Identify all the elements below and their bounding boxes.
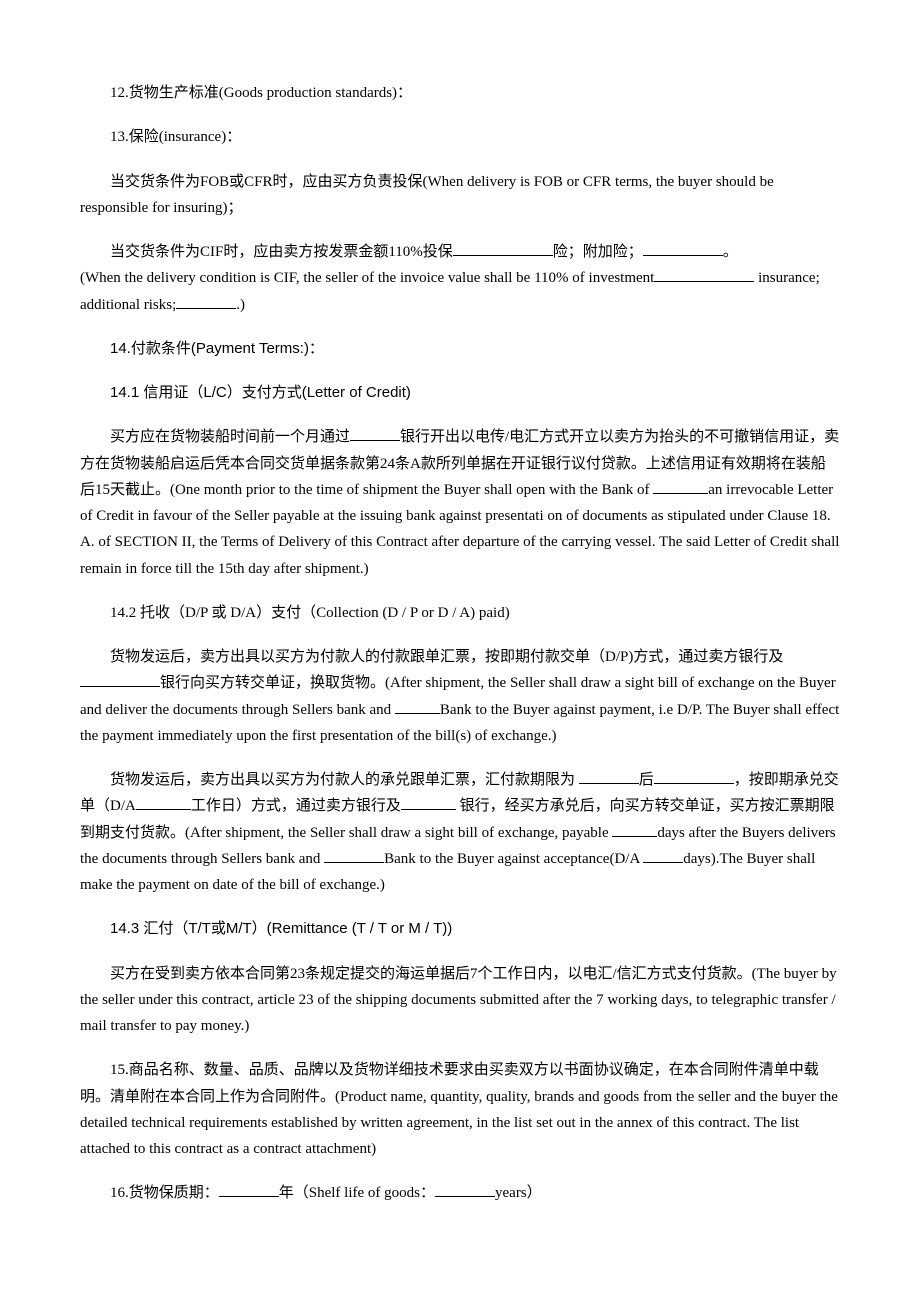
blank-bank-da-cn[interactable] — [401, 809, 456, 810]
contract-page: 12.货物生产标准(Goods production standards)： 1… — [0, 0, 920, 1302]
blank-shelf-years-cn[interactable] — [219, 1196, 279, 1197]
s14-2-p1-a: 货物发运后，卖方出具以买方为付款人的付款跟单汇票，按即期付款交单（D/P)方式，… — [110, 649, 783, 665]
section-14-2-p1: 货物发运后，卖方出具以买方为付款人的付款跟单汇票，按即期付款交单（D/P)方式，… — [80, 644, 840, 749]
blank-bank-da-en[interactable] — [324, 862, 384, 863]
blank-period-2[interactable] — [654, 783, 734, 784]
section-16: 16.货物保质期： 年（Shelf life of goods： years） — [80, 1180, 840, 1206]
section-12-title: 12.货物生产标准(Goods production standards)： — [80, 80, 840, 106]
s14-3-text: 买方在受到卖方依本合同第23条规定提交的海运单据后7个工作日内，以电汇/信汇方式… — [80, 966, 837, 1035]
blank-bank-dp-cn[interactable] — [80, 686, 160, 687]
blank-payable-days[interactable] — [612, 836, 657, 837]
section-13-title: 13.保险(insurance)： — [80, 124, 840, 150]
s13-p2c: 。 — [723, 244, 738, 260]
blank-da-days-cn[interactable] — [136, 809, 191, 810]
section-14-title: 14.付款条件(Payment Terms:)： — [80, 336, 840, 362]
s16-b: 年（Shelf life of goods： — [279, 1185, 435, 1201]
s14-2-p2-b: 后 — [639, 772, 654, 788]
blank-bank-cn[interactable] — [350, 440, 400, 441]
blank-investment[interactable] — [654, 281, 754, 282]
section-14-1-title: 14.1 信用证（L/C）支付方式(Letter of Credit) — [80, 380, 840, 406]
blank-insurance-type[interactable] — [453, 255, 553, 256]
s16-c: years） — [495, 1185, 542, 1201]
s13-p2a: 当交货条件为CIF时，应由卖方按发票金额110%投保 — [110, 244, 453, 260]
s16-a: 16.货物保质期： — [110, 1185, 219, 1201]
section-14-2-p2: 货物发运后，卖方出具以买方为付款人的承兑跟单汇票，汇付款期限为 后，按即期承兑交… — [80, 767, 840, 898]
s15-text: 15.商品名称、数量、品质、品牌以及货物详细技术要求由买卖双方以书面协议确定，在… — [80, 1062, 838, 1157]
s14-2-title-text: 14.2 托收（D/P 或 D/A）支付（Collection (D / P o… — [110, 605, 510, 621]
s14-2-p2-a: 货物发运后，卖方出具以买方为付款人的承兑跟单汇票，汇付款期限为 — [110, 772, 579, 788]
section-13-cif: 当交货条件为CIF时，应由卖方按发票金额110%投保 险；附加险； 。 (When … — [80, 239, 840, 318]
s14-1-a: 买方应在货物装船时间前一个月通过 — [110, 429, 350, 445]
blank-bank-dp-en[interactable] — [395, 713, 440, 714]
section-14-3-para: 买方在受到卖方依本合同第23条规定提交的海运单据后7个工作日内，以电汇/信汇方式… — [80, 961, 840, 1040]
s13-p1-text: 当交货条件为FOB或CFR时，应由买方负责投保(When delivery is… — [80, 174, 774, 216]
section-15-para: 15.商品名称、数量、品质、品牌以及货物详细技术要求由买卖双方以书面协议确定，在… — [80, 1057, 840, 1162]
section-13-fob-cfr: 当交货条件为FOB或CFR时，应由买方负责投保(When delivery is… — [80, 169, 840, 222]
section-14-2-title: 14.2 托收（D/P 或 D/A）支付（Collection (D / P o… — [80, 600, 840, 626]
blank-period-1[interactable] — [579, 783, 639, 784]
s13-p2-en-a: (When the delivery condition is CIF, the… — [80, 270, 654, 286]
blank-shelf-years-en[interactable] — [435, 1196, 495, 1197]
section-14-1-para: 买方应在货物装船时间前一个月通过银行开出以电传/电汇方式开立以卖方为抬头的不可撤… — [80, 424, 840, 582]
blank-additional-risk[interactable] — [643, 255, 723, 256]
blank-bank-en[interactable] — [653, 493, 708, 494]
blank-da-days-en[interactable] — [643, 862, 683, 863]
s13-p2b: 险；附加险； — [553, 244, 643, 260]
s14-2-p2-d: 工作日）方式，通过卖方银行及 — [191, 798, 401, 814]
blank-risks[interactable] — [176, 308, 236, 309]
section-14-3-title: 14.3 汇付（T/T或M/T）(Remittance (T / T or M … — [80, 916, 840, 942]
s13-p2-en-c: .) — [236, 297, 245, 313]
s14-2-p2-g: Bank to the Buyer against acceptance(D/A — [384, 851, 643, 867]
